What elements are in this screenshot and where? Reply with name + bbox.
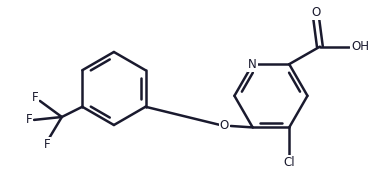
Text: F: F: [26, 113, 32, 126]
Text: F: F: [44, 138, 50, 151]
Text: OH: OH: [351, 40, 369, 53]
Text: N: N: [248, 58, 257, 71]
Text: Cl: Cl: [283, 156, 295, 169]
Text: O: O: [220, 119, 229, 132]
Text: F: F: [32, 92, 38, 104]
Text: O: O: [312, 6, 321, 19]
